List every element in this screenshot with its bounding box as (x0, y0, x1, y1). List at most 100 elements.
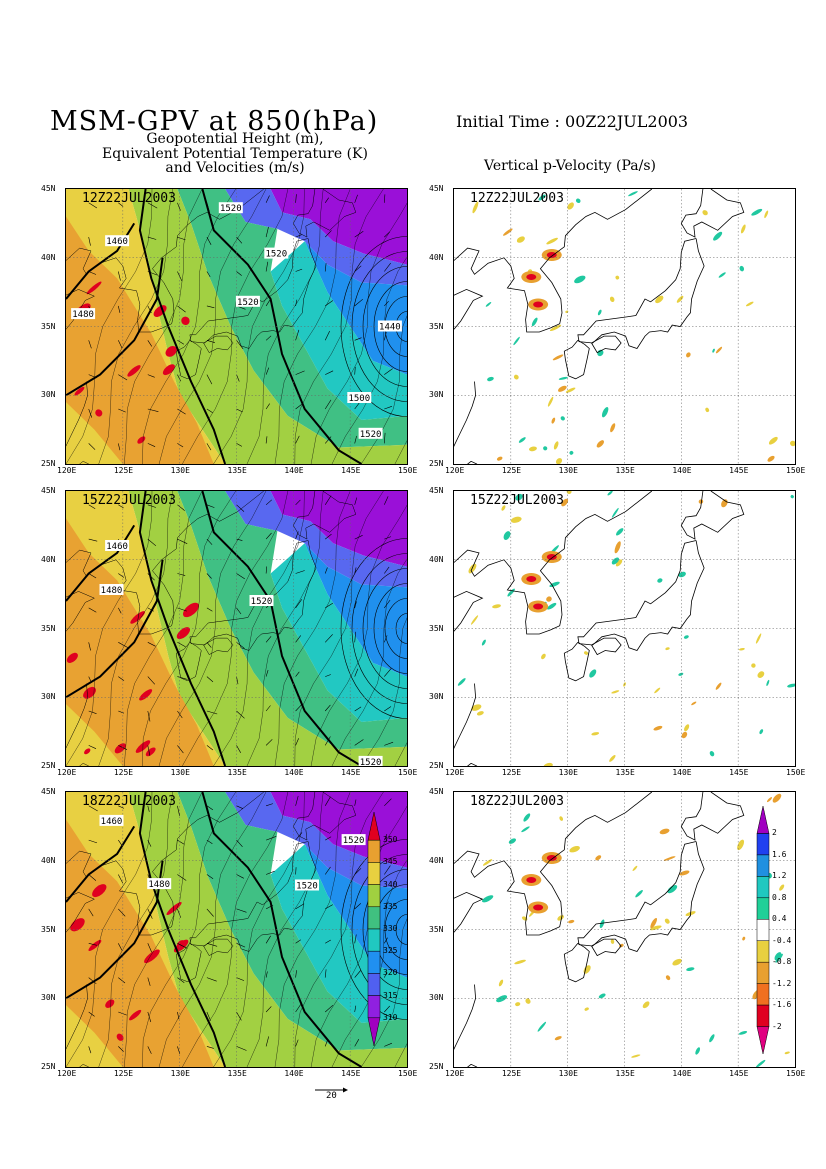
coastline (293, 792, 357, 841)
wind-vector (236, 538, 243, 541)
omega-cell (547, 396, 554, 407)
omega-cell (565, 310, 569, 314)
omega-cell (561, 498, 569, 507)
omega-cell (721, 499, 728, 508)
omega-cell (583, 965, 591, 974)
longitude-tick-label: 140E (284, 768, 304, 777)
height-contour-label: 1460 (106, 237, 128, 247)
wind-vector (325, 939, 331, 944)
height-contour (66, 524, 136, 602)
wind-vector (324, 736, 331, 746)
panel-time-label: 18Z22JUL2003 (470, 794, 564, 809)
height-label-bg (147, 878, 172, 890)
wind-vector (266, 803, 273, 807)
longitude-tick-label: 125E (501, 1069, 522, 1078)
theta-e-max-cell (86, 281, 102, 295)
coastline (454, 984, 477, 1050)
omega-cell (565, 387, 576, 393)
wind-vector (177, 1046, 181, 1054)
theta-e-contour (246, 792, 324, 1067)
wind-vector (295, 635, 302, 643)
wind-vector (384, 536, 392, 540)
wind-vector (295, 599, 303, 609)
height-label-bg (105, 235, 130, 247)
wind-vector (324, 969, 327, 978)
wind-vector (88, 1011, 95, 1017)
wind-vector (147, 943, 152, 953)
low-pressure-contour (340, 839, 407, 1020)
latitude-tick-label: 40N (429, 252, 444, 262)
left-subtitle-line-1: Geopotential Height (m), (146, 131, 324, 147)
theta-e-colorbar-swatch (367, 1017, 381, 1046)
omega-cell (663, 856, 676, 861)
wind-vector (177, 374, 182, 382)
omega-cell (681, 731, 688, 739)
low-pressure-contour (340, 538, 407, 719)
wind-vector (325, 836, 332, 841)
omega-cell (501, 505, 506, 511)
wind-vector (295, 370, 305, 375)
omega-cell (615, 559, 623, 567)
reference-vector-label: 20 (326, 1091, 337, 1101)
longitude-tick-label: 120E (57, 1069, 77, 1078)
wind-vector (236, 1046, 247, 1051)
wind-vector (147, 443, 156, 447)
omega-cell (683, 635, 689, 639)
wind-vector (177, 745, 184, 754)
wind-vector (384, 300, 389, 307)
theta-e-colorbar-swatch (367, 884, 381, 908)
theta-e-band (270, 491, 407, 567)
wind-vector (206, 573, 212, 579)
latitude-tick-label: 35N (429, 924, 444, 934)
latitude-tick-label: 45N (41, 486, 56, 495)
wind-vector (88, 607, 97, 613)
omega-map-panel: 18Z22JUL2003 (453, 791, 796, 1068)
omega-cell (521, 826, 530, 833)
longitude-tick-label: 130E (170, 466, 190, 475)
wind-vector (384, 706, 392, 712)
wind-vector (206, 977, 217, 982)
wind-vector (177, 236, 186, 241)
omega-cell (709, 751, 715, 757)
omega-cell (471, 704, 482, 711)
wind-vector (384, 668, 392, 677)
omega-cell (676, 295, 684, 303)
omega-cell (546, 237, 558, 245)
wind-vector (354, 631, 356, 643)
wind-vector (295, 404, 302, 410)
omega-cell (487, 376, 494, 382)
wind-vector (295, 795, 299, 806)
omega-cell (695, 1047, 701, 1055)
coastline (467, 460, 478, 464)
low-pressure-contour (362, 568, 407, 689)
coastline (79, 461, 89, 464)
theta-e-max-cell (165, 346, 177, 357)
height-contour-label: 1520 (296, 882, 318, 892)
omega-cell (470, 615, 479, 625)
height-label-bg (347, 392, 372, 403)
height-contour-label: 1440 (379, 323, 401, 333)
omega-cell (691, 701, 697, 706)
omega-cell (569, 450, 574, 455)
wind-vector (384, 432, 386, 444)
theta-e-max-cell (70, 918, 85, 932)
omega-cell (686, 352, 691, 358)
coastline (203, 637, 234, 655)
omega-cell (546, 596, 552, 602)
omega-core (533, 904, 544, 911)
wind-vector (354, 668, 359, 677)
omega-cell (515, 1002, 521, 1007)
wind-vector (236, 504, 245, 512)
wind-vector (147, 305, 152, 314)
height-contour-label: 1520 (360, 758, 382, 766)
wind-vector (295, 329, 300, 341)
map-canvas (454, 491, 795, 766)
height-contour-label: 1480 (72, 310, 94, 320)
omega-cell (790, 495, 794, 499)
omega-cell (610, 939, 615, 944)
height-contour-label: 1520 (251, 597, 273, 607)
coastline (66, 491, 264, 635)
wind-vector (265, 971, 268, 978)
main-title: MSM-GPV at 850(hPa) (50, 106, 379, 137)
height-contour-label: 1520 (220, 204, 242, 214)
